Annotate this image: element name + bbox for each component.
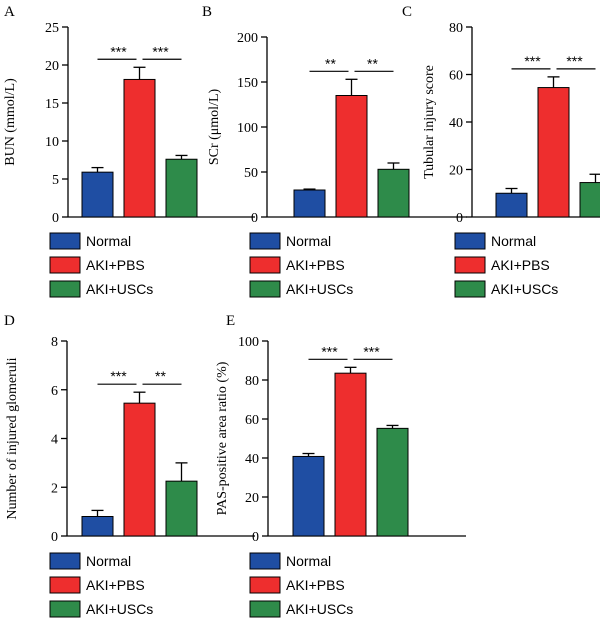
bar-aki-pbs <box>537 87 570 218</box>
panel-label: B <box>202 4 212 20</box>
y-tick-label: 40 <box>449 116 463 131</box>
significance-label: *** <box>524 53 541 69</box>
panel-label: C <box>402 4 412 20</box>
significance-label: *** <box>152 43 169 59</box>
significance-label: *** <box>321 343 338 359</box>
y-tick-label: 60 <box>449 69 463 84</box>
legend-label: AKI+USCs <box>86 601 153 617</box>
legend-label: AKI+USCs <box>286 601 353 617</box>
y-tick-label: 80 <box>449 21 463 36</box>
y-axis-label: SCr (μmol/L) <box>207 88 222 165</box>
y-axis-label: PAS-positive area ratio (%) <box>215 361 230 515</box>
legend-label: Normal <box>86 233 131 249</box>
y-axis-label: BUN (mmol/L) <box>3 78 18 166</box>
legend-label: Normal <box>86 553 131 569</box>
significance-label: ** <box>325 55 336 71</box>
bar-aki-uscs <box>165 158 198 218</box>
chart-panel-a: A 0 5 10 15 20 25 BUN (mmol/L) *** *** Normal AKI+P… <box>3 4 255 298</box>
bar-aki-uscs <box>165 480 198 537</box>
significance-label: *** <box>363 343 380 359</box>
bar-aki-pbs <box>335 95 368 218</box>
legend-swatch <box>249 280 281 298</box>
panel-label: E <box>226 313 235 329</box>
y-tick-label: 100 <box>237 121 258 136</box>
y-tick-label: 0 <box>456 211 463 226</box>
legend-swatch <box>454 256 486 274</box>
legend-swatch <box>249 256 281 274</box>
y-tick-label: 60 <box>245 413 259 428</box>
legend-label: AKI+PBS <box>86 257 145 273</box>
legend-swatch <box>49 280 81 298</box>
legend-label: AKI+USCs <box>86 281 153 297</box>
legend-swatch <box>49 576 81 594</box>
y-axis-label: Tubular injury score <box>422 65 437 179</box>
bar-aki-uscs <box>376 427 409 537</box>
y-tick-label: 50 <box>244 166 258 181</box>
y-tick-label: 20 <box>449 164 463 179</box>
y-tick-label: 15 <box>45 97 59 112</box>
y-tick-label: 8 <box>51 335 58 350</box>
bar-aki-pbs <box>123 78 156 218</box>
y-tick-label: 150 <box>237 76 258 91</box>
y-tick-label: 80 <box>245 374 259 389</box>
bar-normal <box>81 171 114 218</box>
panel-label: A <box>4 4 15 20</box>
legend-label: Normal <box>491 233 536 249</box>
bar-aki-uscs <box>579 182 600 218</box>
y-tick-label: 20 <box>45 59 59 74</box>
legend-swatch <box>249 576 281 594</box>
significance-label: ** <box>367 55 378 71</box>
significance-label: *** <box>110 368 127 384</box>
y-tick-label: 20 <box>245 491 259 506</box>
y-tick-label: 10 <box>45 135 59 150</box>
y-tick-label: 25 <box>45 21 59 36</box>
bar-aki-uscs <box>377 168 410 218</box>
y-tick-label: 5 <box>52 173 59 188</box>
y-tick-label: 4 <box>51 433 58 448</box>
y-tick-label: 100 <box>238 335 259 350</box>
y-tick-label: 0 <box>251 211 258 226</box>
y-tick-label: 200 <box>237 31 258 46</box>
bar-normal <box>292 455 325 537</box>
panel-label: D <box>4 313 15 329</box>
significance-label: *** <box>566 53 583 69</box>
bar-normal <box>495 192 528 218</box>
y-tick-label: 40 <box>245 452 259 467</box>
legend-label: AKI+PBS <box>286 577 345 593</box>
y-tick-label: 6 <box>51 384 58 399</box>
y-tick-label: 2 <box>51 481 58 496</box>
legend-label: AKI+PBS <box>286 257 345 273</box>
significance-label: *** <box>110 43 127 59</box>
legend-swatch <box>49 232 81 250</box>
significance-label: ** <box>155 368 166 384</box>
y-tick-label: 0 <box>252 530 259 545</box>
legend-swatch <box>49 256 81 274</box>
y-tick-label: 0 <box>51 530 58 545</box>
legend-swatch <box>249 600 281 618</box>
bar-aki-pbs <box>334 372 367 537</box>
legend-label: AKI+PBS <box>86 577 145 593</box>
legend-label: Normal <box>286 233 331 249</box>
legend-swatch <box>249 552 281 570</box>
chart-panel-c: C 0 20 40 60 80 Tubular injury score *** *** Norm… <box>402 4 600 298</box>
legend-label: AKI+USCs <box>491 281 558 297</box>
legend-swatch <box>49 600 81 618</box>
legend-swatch <box>249 232 281 250</box>
bar-normal <box>293 189 326 218</box>
bar-normal <box>81 516 114 537</box>
legend-swatch <box>454 280 486 298</box>
legend-swatch <box>49 552 81 570</box>
legend-label: AKI+USCs <box>286 281 353 297</box>
legend-label: Normal <box>286 553 331 569</box>
legend-label: AKI+PBS <box>491 257 550 273</box>
y-axis-label: Number of injured glomeruli <box>5 357 20 519</box>
chart-panel-e: E 0 20 40 60 80 100 PAS-positive area ratio (%)… <box>215 313 466 618</box>
legend-swatch <box>454 232 486 250</box>
y-tick-label: 0 <box>52 211 59 226</box>
bar-aki-pbs <box>123 402 156 537</box>
